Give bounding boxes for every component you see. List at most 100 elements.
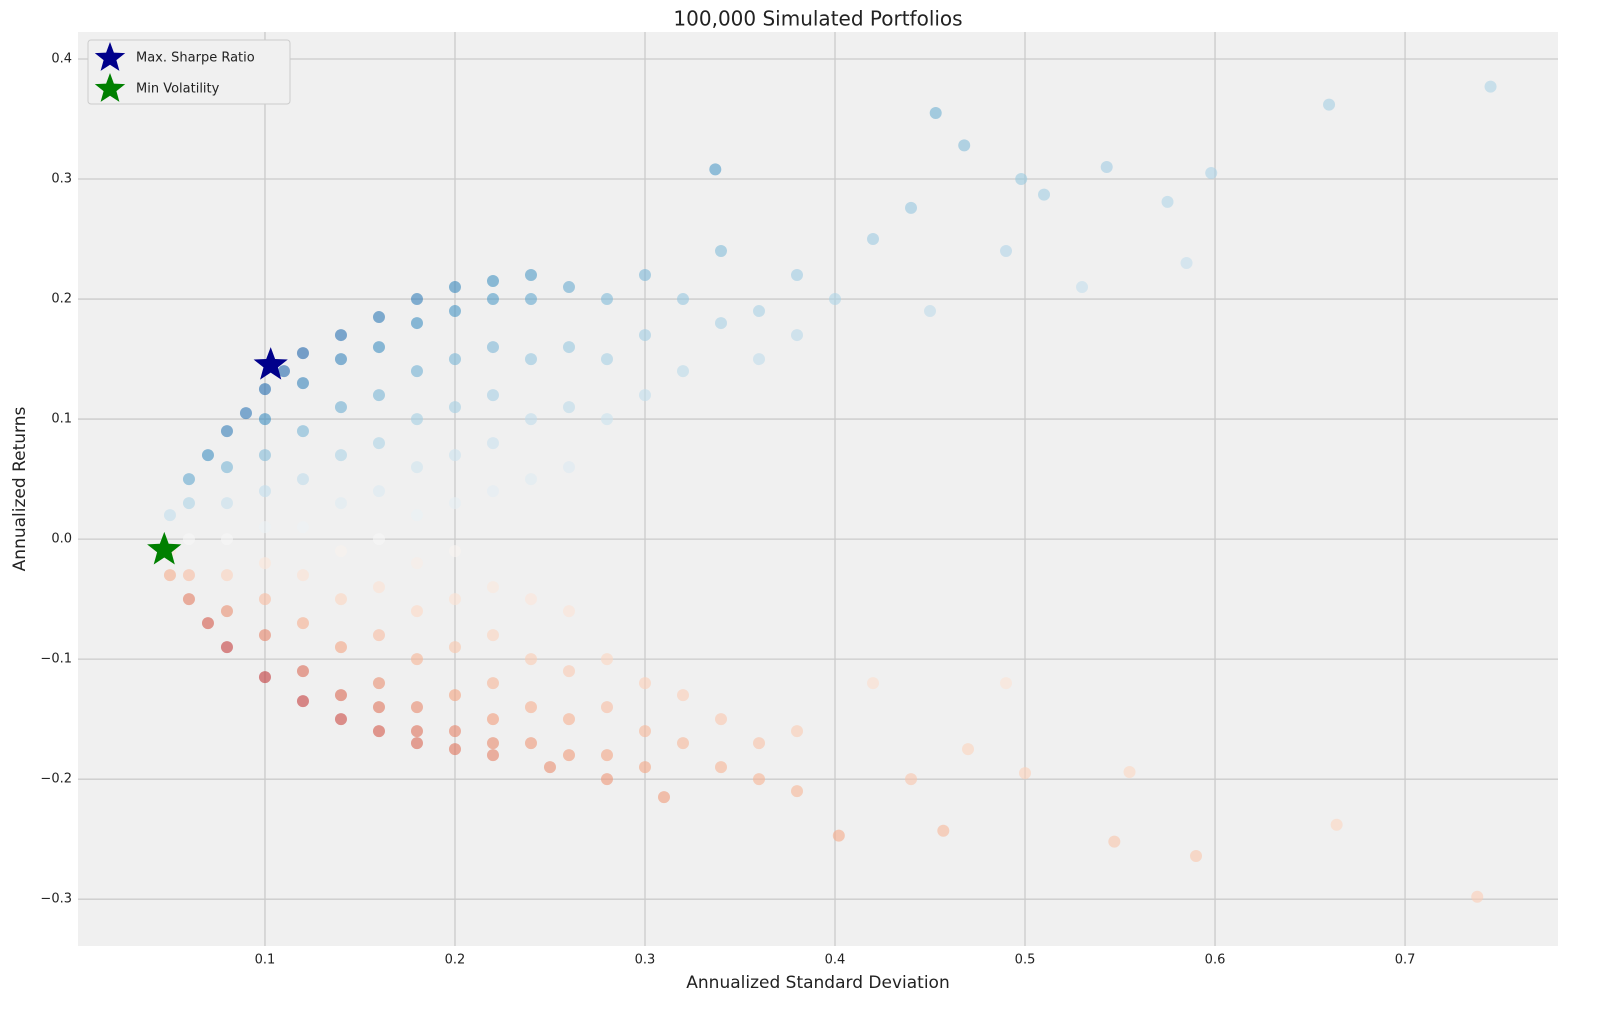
point <box>258 671 271 684</box>
point <box>334 689 347 702</box>
point <box>372 725 385 738</box>
point <box>791 269 804 282</box>
point <box>410 701 423 714</box>
x-tick-label: 0.5 <box>1015 953 1036 968</box>
point <box>676 737 689 750</box>
legend-label: Max. Sharpe Ratio <box>136 51 255 66</box>
point <box>448 641 461 654</box>
star-marker <box>147 531 182 565</box>
point <box>1330 818 1343 831</box>
point <box>600 653 613 666</box>
star-marker <box>253 347 288 380</box>
point <box>714 713 727 726</box>
point <box>714 245 727 258</box>
point <box>448 497 461 510</box>
point <box>867 233 880 246</box>
point <box>486 293 499 306</box>
point <box>1205 167 1218 180</box>
point <box>638 269 651 282</box>
point <box>372 389 385 402</box>
point <box>600 701 613 714</box>
point <box>296 377 309 390</box>
y-tick-label: −0.2 <box>40 772 72 787</box>
x-tick-label: 0.6 <box>1205 953 1226 968</box>
point <box>448 593 461 606</box>
point <box>753 305 766 318</box>
point <box>638 329 651 342</box>
y-tick-label: 0.0 <box>51 532 72 547</box>
point <box>1000 677 1013 690</box>
point <box>958 139 971 152</box>
point <box>562 281 575 294</box>
point <box>410 365 423 378</box>
point <box>448 689 461 702</box>
point <box>410 557 423 570</box>
point <box>486 581 499 594</box>
points <box>163 80 1497 903</box>
point <box>334 545 347 558</box>
point <box>372 701 385 714</box>
point <box>220 461 233 474</box>
point <box>334 641 347 654</box>
point <box>929 107 942 120</box>
point <box>410 509 423 522</box>
point <box>562 461 575 474</box>
point <box>372 341 385 354</box>
point <box>334 713 347 726</box>
point <box>524 293 537 306</box>
legend-star <box>94 42 126 71</box>
point <box>258 485 271 498</box>
point <box>600 353 613 366</box>
point <box>676 365 689 378</box>
point <box>258 413 271 426</box>
y-tick-label: 0.3 <box>51 172 72 187</box>
point <box>524 653 537 666</box>
point <box>676 689 689 702</box>
point <box>638 761 651 774</box>
point <box>448 305 461 318</box>
point <box>962 743 975 756</box>
point <box>182 593 195 606</box>
y-tick-label: 0.2 <box>51 292 72 307</box>
x-tick-label: 0.2 <box>445 953 466 968</box>
point <box>258 629 271 642</box>
point <box>562 401 575 414</box>
point <box>201 617 214 630</box>
y-tick-label: −0.1 <box>40 652 72 667</box>
point <box>638 725 651 738</box>
point <box>1161 195 1174 208</box>
point <box>182 569 195 582</box>
point <box>867 677 880 690</box>
point <box>220 641 233 654</box>
point <box>182 533 195 546</box>
point <box>410 737 423 750</box>
point <box>334 497 347 510</box>
point <box>524 353 537 366</box>
point <box>486 485 499 498</box>
point <box>791 725 804 738</box>
x-tick-label: 0.1 <box>255 953 276 968</box>
point <box>600 293 613 306</box>
point <box>448 449 461 462</box>
point <box>709 163 722 176</box>
point <box>600 749 613 762</box>
point <box>486 713 499 726</box>
point <box>410 605 423 618</box>
point <box>1190 849 1203 862</box>
point <box>1019 767 1032 780</box>
y-tick-label: −0.3 <box>40 892 72 907</box>
point <box>1108 835 1121 848</box>
point <box>277 365 290 378</box>
point <box>486 737 499 750</box>
point <box>832 829 845 842</box>
point <box>296 425 309 438</box>
point <box>905 201 918 214</box>
point <box>372 311 385 324</box>
point <box>448 725 461 738</box>
point <box>486 629 499 642</box>
point <box>1015 173 1028 186</box>
point <box>296 569 309 582</box>
point <box>258 383 271 396</box>
point <box>334 449 347 462</box>
point <box>524 737 537 750</box>
